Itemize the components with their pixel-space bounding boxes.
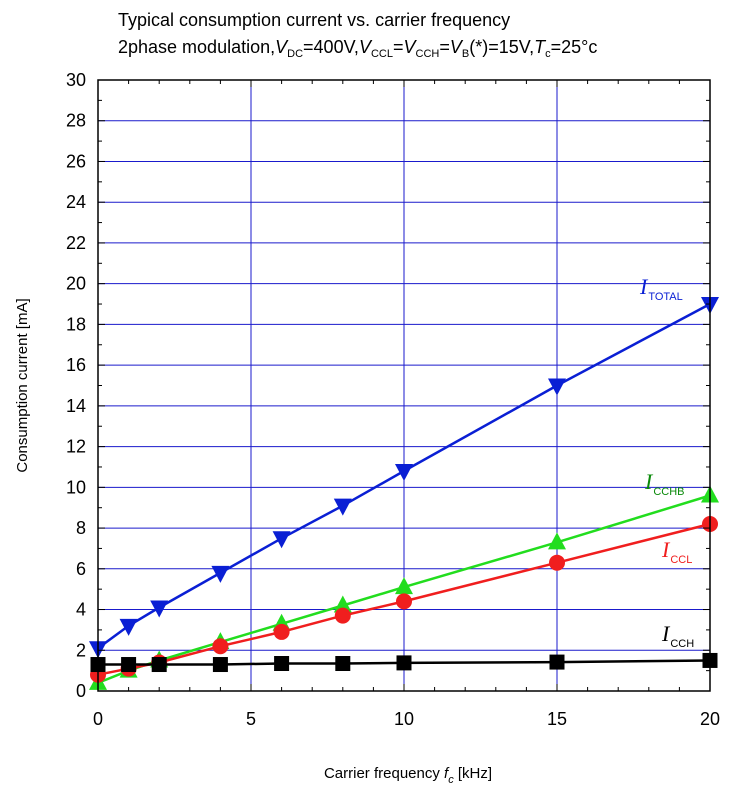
data-point [212, 657, 228, 673]
data-point [273, 623, 290, 640]
data-point [549, 654, 565, 670]
vccl-subscript: CCL [370, 48, 393, 60]
vccl-symbol: V [358, 37, 371, 57]
vdc-value: =400V, [303, 37, 359, 57]
y-tick-label: 0 [76, 681, 86, 701]
x-tick-label: 15 [547, 709, 567, 729]
x-axis-label: Carrier frequency fc [kHz] [324, 765, 492, 785]
x-axis-label-main: Carrier frequency [324, 765, 444, 782]
series-label-icch: ICCH [661, 621, 694, 650]
y-tick-label: 10 [66, 477, 86, 497]
data-point [334, 607, 351, 624]
y-tick-label: 6 [76, 559, 86, 579]
data-point [212, 638, 229, 655]
y-tick-label: 14 [66, 396, 86, 416]
y-tick-label: 8 [76, 518, 86, 538]
series-label-subscript: CCL [670, 554, 692, 566]
series-label-itotal: ITOTAL [639, 274, 683, 303]
y-tick-label: 18 [66, 314, 86, 334]
equals-sign-1: = [392, 37, 404, 57]
data-point [396, 593, 412, 610]
data-point [333, 498, 352, 516]
x-tick-label: 0 [93, 709, 103, 729]
tc-subscript: c [545, 48, 551, 60]
data-point [272, 531, 291, 549]
series-label-symbol: I [661, 621, 671, 646]
data-point [395, 464, 413, 482]
vdc-symbol: V [275, 37, 288, 57]
series-label-iccl: ICCL [661, 537, 692, 566]
grid-lines [98, 80, 710, 691]
data-point [151, 657, 167, 673]
data-point [396, 655, 412, 671]
data-point [548, 378, 566, 396]
vb-symbol: V [449, 37, 462, 57]
data-point [119, 618, 138, 636]
series-label-subscript: CCH [670, 638, 694, 650]
vb-value: (*)=15V, [469, 37, 535, 57]
vb-subscript: B [461, 48, 470, 60]
y-tick-label: 2 [76, 640, 86, 660]
y-tick-label: 4 [76, 600, 86, 620]
data-point [335, 656, 351, 672]
data-point [549, 554, 565, 571]
y-tick-label: 22 [66, 233, 86, 253]
tc-value: =25°c [550, 37, 598, 57]
chart-title: Typical consumption current vs. carrier … [118, 10, 511, 30]
data-point [333, 595, 352, 613]
data-point [211, 565, 230, 583]
vcch-subscript: CCH [415, 48, 440, 60]
series-label-subscript: CCHB [653, 486, 684, 498]
x-tick-label: 20 [700, 709, 720, 729]
tc-symbol: T [534, 37, 546, 57]
y-axis-label: Consumption current [mA] [14, 298, 31, 472]
series-label-symbol: I [639, 274, 649, 299]
y-tick-label: 30 [66, 70, 86, 90]
x-axis-label-unit: [kHz] [454, 765, 492, 782]
vcch-symbol: V [403, 37, 416, 57]
series-label-subscript: TOTAL [648, 291, 682, 303]
y-tick-label: 24 [66, 192, 86, 212]
series-label-symbol: I [661, 537, 671, 562]
y-tick-label: 26 [66, 151, 86, 171]
chart-subtitle: 2phase modulation,VDC=400V,VCCL=VCCH=VB(… [118, 37, 597, 60]
x-axis-label-symbol: f [444, 765, 450, 782]
y-tick-label: 12 [66, 437, 86, 457]
vdc-subscript: DC [287, 48, 304, 60]
x-axis-label-subscript: c [448, 774, 454, 785]
data-point [150, 600, 169, 618]
equals-sign-2: = [439, 37, 450, 57]
series-itotal: ITOTAL [89, 274, 719, 659]
subtitle-prefix: 2phase modulation, [118, 37, 276, 57]
x-tick-label: 5 [246, 709, 256, 729]
data-point [548, 532, 566, 550]
y-tick-label: 20 [66, 274, 86, 294]
series-icch: ICCH [90, 621, 718, 673]
series-label-icchb: ICCHB [644, 469, 685, 498]
data-point [395, 577, 413, 595]
data-point [274, 656, 290, 672]
data-point [121, 657, 137, 673]
y-tick-label: 28 [66, 111, 86, 131]
x-tick-label: 10 [394, 709, 414, 729]
y-tick-label: 16 [66, 355, 86, 375]
axis-ticks [97, 79, 711, 692]
series-label-symbol: I [644, 469, 654, 494]
